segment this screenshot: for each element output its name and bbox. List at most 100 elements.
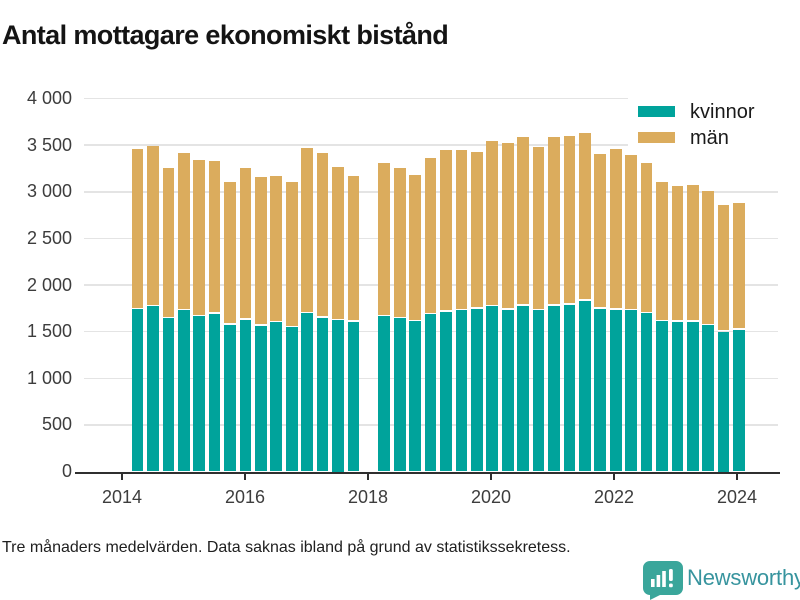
bar-man-2016-Q3 — [270, 176, 283, 321]
gridline-4000 — [84, 97, 778, 100]
bar-kvinnor-2016-Q2 — [255, 325, 267, 472]
x-axis-tick-label-2020: 2020 — [470, 486, 512, 507]
bar-kvinnor-2023-Q3 — [702, 325, 715, 472]
x-axis-tick-label-2018: 2018 — [347, 486, 389, 507]
bar-man-2021-Q1 — [548, 136, 560, 305]
y-axis-tick-label: 3 000 — [26, 181, 72, 202]
x-axis-tick-2024 — [736, 474, 738, 481]
bar-man-2017-Q3 — [332, 166, 344, 319]
bar-man-2022-Q4 — [656, 182, 668, 320]
bar-man-2022-Q3 — [640, 163, 653, 313]
bar-man-2017-Q2 — [316, 153, 329, 317]
legend-swatch-kvinnor — [638, 106, 675, 117]
bar-kvinnor-2020-Q2 — [501, 309, 514, 472]
bar-kvinnor-2022-Q2 — [625, 310, 637, 472]
y-axis-tick-label: 1 000 — [26, 367, 72, 388]
y-axis-tick-label: 0 — [61, 461, 72, 481]
bar-kvinnor-2021-Q1 — [548, 305, 560, 472]
bar-kvinnor-2018-Q4 — [409, 321, 421, 472]
bar-kvinnor-2023-Q2 — [686, 321, 699, 472]
y-axis-tick-label: 3 500 — [26, 134, 72, 155]
bar-kvinnor-2015-Q3 — [208, 313, 221, 472]
chart-footnote: Tre månaders medelvärden. Data saknas ib… — [2, 539, 571, 556]
x-axis-tick-2018 — [367, 474, 369, 481]
bar-kvinnor-2022-Q3 — [640, 313, 653, 472]
bar-man-2019-Q3 — [455, 149, 468, 309]
bar-man-2020-Q4 — [532, 146, 545, 309]
bar-kvinnor-2014-Q3 — [147, 306, 159, 472]
bar-man-2023-Q4 — [717, 205, 730, 331]
y-axis-tick-label: 500 — [41, 414, 72, 435]
bar-man-2021-Q4 — [594, 153, 607, 308]
legend-swatch-man — [638, 132, 675, 143]
bar-kvinnor-2015-Q4 — [224, 324, 236, 472]
bar-man-2015-Q2 — [193, 159, 206, 315]
bar-kvinnor-2020-Q4 — [532, 310, 545, 472]
chart-title: Antal mottagare ekonomiskt bistånd — [2, 20, 449, 51]
bar-man-2020-Q3 — [517, 136, 529, 305]
bar-man-2020-Q2 — [501, 143, 514, 309]
bar-kvinnor-2020-Q3 — [517, 305, 529, 472]
bar-kvinnor-2017-Q2 — [316, 317, 329, 472]
bar-kvinnor-2015-Q2 — [193, 316, 206, 472]
bar-kvinnor-2022-Q1 — [609, 309, 622, 472]
bar-man-2017-Q1 — [301, 148, 313, 313]
bar-kvinnor-2021-Q3 — [578, 300, 591, 472]
bar-kvinnor-2017-Q3 — [332, 319, 344, 472]
bar-kvinnor-2019-Q1 — [424, 314, 437, 472]
legend-label-man: män — [690, 127, 729, 149]
newsworthy-bubble-icon — [643, 561, 683, 600]
bar-kvinnor-2016-Q3 — [270, 322, 283, 472]
x-axis-tick-2014 — [121, 474, 123, 481]
bar-kvinnor-2024-Q1 — [733, 329, 745, 472]
x-axis-tick-label-2016: 2016 — [224, 486, 266, 507]
legend-label-kvinnor: kvinnor — [690, 101, 755, 123]
y-axis-tick-label: 2 500 — [26, 227, 72, 248]
bar-man-2023-Q1 — [671, 185, 684, 321]
bar-kvinnor-2023-Q1 — [671, 321, 684, 472]
gridline-3500 — [84, 144, 778, 146]
x-axis-tick-label-2022: 2022 — [593, 486, 635, 507]
bar-man-2015-Q1 — [177, 152, 190, 309]
x-axis-tick-label-2024: 2024 — [716, 486, 758, 507]
bar-man-2021-Q3 — [578, 133, 591, 300]
bar-man-2017-Q4 — [347, 175, 360, 321]
bar-man-2022-Q1 — [609, 149, 622, 309]
bar-kvinnor-2022-Q4 — [656, 321, 668, 472]
y-axis-tick-label: 1 500 — [26, 321, 72, 342]
bar-man-2023-Q3 — [702, 190, 715, 324]
bar-kvinnor-2015-Q1 — [177, 310, 190, 472]
x-axis-tick-2020 — [490, 474, 492, 481]
bar-man-2016-Q4 — [285, 181, 298, 327]
y-axis-tick-label: 4 000 — [26, 88, 72, 108]
bar-kvinnor-2018-Q2 — [378, 316, 391, 472]
y-axis-tick-label: 2 000 — [26, 274, 72, 295]
bar-man-2022-Q2 — [625, 155, 637, 309]
bar-kvinnor-2019-Q3 — [455, 310, 468, 472]
x-axis-tick-label-2014: 2014 — [101, 486, 143, 507]
bar-kvinnor-2020-Q1 — [486, 306, 499, 472]
bar-man-2018-Q2 — [378, 162, 391, 315]
bar-man-2020-Q1 — [486, 141, 499, 306]
bar-man-2014-Q4 — [162, 167, 175, 317]
bar-kvinnor-2014-Q2 — [131, 309, 144, 472]
x-axis-line — [75, 471, 780, 475]
bar-kvinnor-2016-Q4 — [285, 327, 298, 472]
x-axis-tick-2016 — [244, 474, 246, 481]
bar-kvinnor-2019-Q4 — [471, 308, 483, 472]
bar-kvinnor-2017-Q4 — [347, 321, 360, 472]
bar-kvinnor-2019-Q2 — [440, 311, 452, 472]
bar-kvinnor-2021-Q2 — [563, 304, 576, 472]
legend: kvinnor män — [628, 94, 794, 152]
bar-man-2015-Q3 — [208, 160, 221, 313]
bar-kvinnor-2023-Q4 — [717, 331, 730, 472]
bar-man-2019-Q2 — [440, 149, 452, 311]
bar-man-2016-Q1 — [239, 167, 252, 319]
brand-logo: Newsworthy — [643, 558, 800, 600]
x-axis-tick-2022 — [613, 474, 615, 481]
bar-kvinnor-2018-Q3 — [393, 318, 406, 472]
bar-man-2023-Q2 — [686, 185, 699, 321]
bar-man-2018-Q4 — [409, 174, 421, 320]
